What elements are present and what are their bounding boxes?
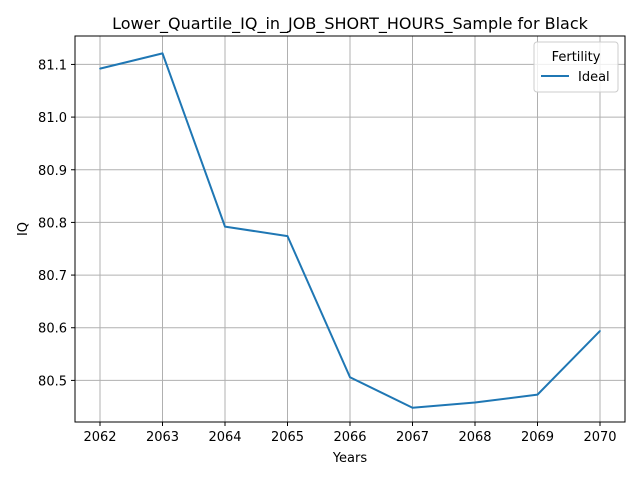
data-point: [286, 235, 289, 237]
data-point: [99, 67, 101, 70]
data-point: [474, 401, 476, 404]
data-point: [536, 393, 539, 396]
data-point: [349, 376, 351, 379]
y-tick-label: 81.1: [38, 58, 67, 73]
grid-lines: [75, 36, 625, 422]
x-tick-label: 2068: [458, 430, 491, 445]
y-tick-label: 80.6: [38, 322, 67, 337]
legend-label: Ideal: [578, 70, 610, 85]
x-tick-label: 2064: [208, 430, 241, 445]
x-tick-label: 2063: [146, 430, 179, 445]
x-tick-label: 2069: [521, 430, 554, 445]
x-ticks: 2062 2063 2064 2065 2066 2067 2068 2069 2070: [83, 422, 617, 445]
x-axis-label: Years: [332, 451, 368, 466]
y-ticks: 80.5 80.6 80.7 80.8 80.9 81.0 81.1: [38, 58, 75, 389]
chart-title: Lower_Quartile_IQ_in_JOB_SHORT_HOURS_Sam…: [112, 14, 589, 34]
x-tick-label: 2067: [396, 430, 429, 445]
y-tick-label: 80.7: [38, 269, 67, 284]
series-lines: [99, 52, 601, 409]
data-point: [224, 225, 226, 228]
x-tick-label: 2065: [271, 430, 304, 445]
x-tick-label: 2070: [583, 430, 616, 445]
y-tick-label: 80.5: [38, 374, 67, 389]
data-point: [161, 52, 164, 55]
y-tick-label: 81.0: [38, 111, 67, 126]
legend-title: Fertility: [552, 50, 601, 65]
legend-box: [533, 41, 619, 93]
y-tick-label: 80.9: [38, 164, 67, 179]
data-point: [411, 406, 414, 409]
x-tick-label: 2066: [333, 430, 366, 445]
y-axis-label: IQ: [16, 222, 31, 236]
y-tick-label: 80.8: [38, 216, 67, 231]
data-point: [599, 330, 601, 332]
legend: Fertility Ideal: [533, 41, 619, 93]
x-tick-label: 2062: [83, 430, 116, 445]
